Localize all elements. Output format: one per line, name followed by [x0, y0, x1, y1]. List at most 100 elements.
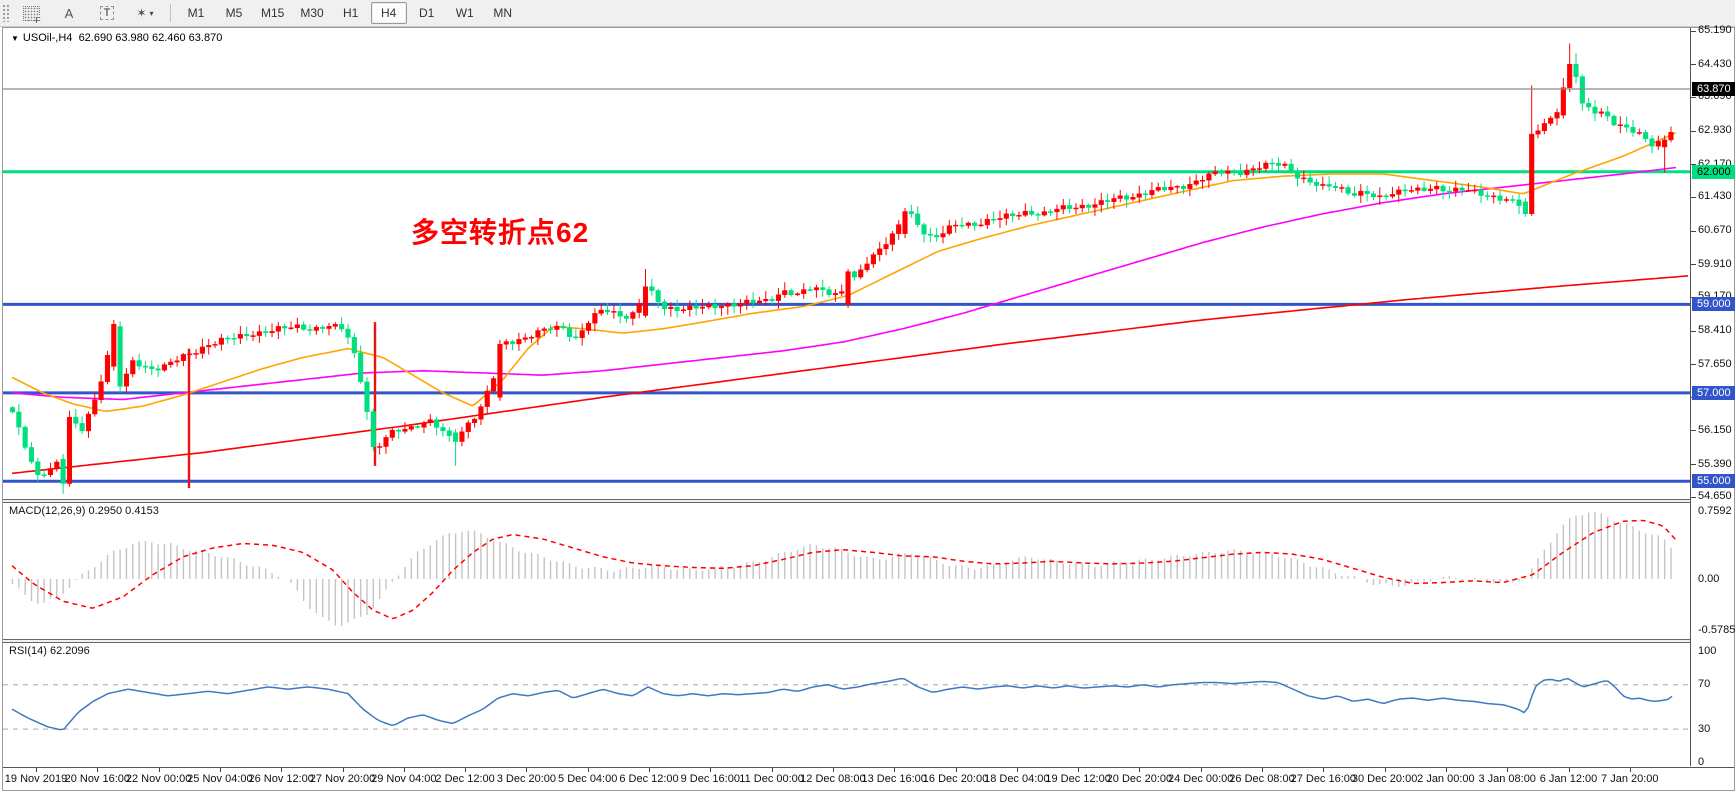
price-level-badge: 63.870: [1692, 82, 1735, 97]
time-tick-label: 26 Nov 12:00: [248, 773, 314, 785]
price-tick-mark: [1691, 464, 1696, 466]
macd-scale-label: 0.7592: [1698, 505, 1732, 518]
styles-tool-button[interactable]: ✶ ▾: [127, 2, 163, 24]
time-tick-mark: [1507, 768, 1509, 772]
timeframe-button-mn[interactable]: MN: [493, 6, 513, 20]
time-tick-label: 3 Jan 08:00: [1478, 773, 1536, 785]
time-tick-mark: [587, 768, 589, 772]
time-tick-label: 18 Dec 04:00: [984, 773, 1050, 785]
time-tick-label: 2 Jan 00:00: [1417, 773, 1475, 785]
timeframe-button-m5[interactable]: M5: [225, 6, 243, 20]
price-tick-mark: [1691, 30, 1696, 32]
price-tick-mark: [1691, 296, 1696, 298]
time-tick-mark: [465, 768, 467, 772]
rsi-panel-chart[interactable]: [3, 641, 1690, 766]
price-tick-label: 64.430: [1698, 57, 1732, 70]
time-tick-mark: [403, 768, 405, 772]
time-tick-label: 27 Dec 16:00: [1290, 773, 1357, 785]
time-tick-mark: [771, 768, 773, 772]
time-tick-label: 9 Dec 16:00: [680, 773, 740, 785]
macd-scale-label: -0.5785: [1698, 623, 1735, 636]
main-price-chart[interactable]: [3, 28, 1690, 501]
timeframe-button-d1[interactable]: D1: [419, 6, 435, 20]
grid-f-tool-button[interactable]: F: [13, 2, 49, 25]
price-level-badge: 57.000: [1692, 385, 1735, 400]
time-tick-label: 5 Dec 04:00: [558, 773, 618, 785]
timeframe-button-w1[interactable]: W1: [455, 6, 474, 20]
time-tick-mark: [1078, 768, 1080, 772]
toolbar-separator: [170, 4, 171, 22]
price-level-badge: 55.000: [1692, 474, 1735, 489]
text-box-tool-button[interactable]: T: [89, 2, 125, 24]
time-tick-mark: [1568, 768, 1570, 772]
toolbar: F A T ✶ ▾ M1 M5 M15 M30 H1 H4 D1 W1 MN: [0, 0, 1735, 27]
time-tick-label: 7 Jan 20:00: [1601, 773, 1659, 785]
time-tick-label: 29 Nov 04:00: [371, 773, 437, 785]
price-tick-label: 57.650: [1698, 357, 1732, 370]
text-box-icon: T: [99, 6, 115, 20]
price-tick-mark: [1691, 130, 1696, 132]
time-tick-label: 6 Jan 12:00: [1539, 773, 1598, 785]
price-tick-mark: [1691, 330, 1696, 332]
price-tick-label: 60.670: [1698, 224, 1732, 237]
price-tick-label: 59.910: [1698, 257, 1732, 270]
timeframe-group: M1 M5 M15 M30 H1 H4 D1 W1 MN: [177, 2, 522, 24]
symbol-label: USOil-,H4: [22, 32, 73, 44]
chart-title: ▼ USOil-,H4 62.690 63.980 62.460 63.870: [11, 32, 222, 44]
price-tick-label: 58.410: [1698, 324, 1732, 336]
timeframe-button-h4[interactable]: H4: [370, 2, 407, 24]
timeframe-button-m1[interactable]: M1: [187, 6, 205, 20]
time-tick-mark: [219, 768, 221, 772]
time-tick-mark: [832, 768, 834, 772]
macd-panel-chart[interactable]: [3, 501, 1690, 639]
price-level-badge: 62.000: [1692, 164, 1735, 179]
price-tick-mark: [1691, 196, 1696, 198]
price-tick-mark: [1691, 264, 1696, 266]
time-tick-label: 27 Nov 20:00: [309, 773, 376, 785]
toolbar-grip-handle[interactable]: [2, 4, 9, 22]
price-tick-mark: [1691, 496, 1696, 498]
price-tick-mark: [1691, 230, 1696, 232]
rsi-scale-label: 70: [1698, 678, 1711, 691]
chart-dropdown-icon[interactable]: ▼: [11, 34, 19, 43]
time-tick-mark: [649, 768, 650, 772]
price-level-badge: 59.000: [1692, 297, 1735, 312]
time-tick-mark: [36, 768, 37, 772]
time-axis[interactable]: 19 Nov 2019 20 Nov 16:00 22 Nov 00:00 25 No…: [3, 767, 1734, 790]
price-tick-label: 54.650: [1698, 490, 1732, 503]
macd-scale-label: 0.00: [1698, 572, 1720, 585]
price-scale[interactable]: 65.190 64.430 63.690 62.930 62.170 61.430 60.6…: [1690, 24, 1735, 768]
time-tick-mark: [97, 768, 99, 772]
time-tick-mark: [1262, 768, 1263, 772]
panel-divider[interactable]: [3, 639, 1734, 643]
panel-divider[interactable]: [3, 499, 1734, 503]
chart-annotation-text[interactable]: 多空转折点62: [411, 217, 590, 248]
time-tick-mark: [281, 768, 283, 772]
time-tick-mark: [1323, 768, 1325, 772]
time-tick-mark: [955, 768, 957, 772]
time-tick-label: 6 Dec 12:00: [619, 773, 679, 785]
time-tick-mark: [1016, 768, 1018, 772]
time-tick-label: 26 Dec 08:00: [1229, 773, 1295, 785]
timeframe-button-h1[interactable]: H1: [343, 6, 359, 20]
chart-window: ▼ USOil-,H4 62.690 63.980 62.460 63.870 多…: [2, 24, 1735, 791]
timeframe-button-m30[interactable]: M30: [300, 6, 324, 20]
price-tick-label: 65.190: [1698, 24, 1732, 37]
text-label-tool-button[interactable]: A: [51, 2, 87, 24]
time-tick-label: 25 Nov 04:00: [187, 773, 253, 785]
rsi-indicator-label: RSI(14) 62.2096: [9, 645, 90, 657]
time-tick-mark: [1384, 768, 1386, 772]
time-tick-mark: [1200, 768, 1202, 772]
price-tick-label: 56.150: [1698, 423, 1732, 436]
time-tick-mark: [1445, 768, 1447, 772]
grid-f-icon: F: [22, 5, 41, 25]
time-tick-label: 19 Nov 2019: [4, 773, 68, 785]
time-tick-label: 30 Dec 20:00: [1351, 773, 1418, 785]
time-tick-mark: [710, 768, 712, 772]
time-tick-label: 20 Dec 20:00: [1106, 773, 1173, 785]
timeframe-button-m15[interactable]: M15: [261, 6, 285, 20]
styles-icon: ✶: [136, 6, 147, 20]
price-tick-mark: [1691, 430, 1696, 432]
time-tick-mark: [342, 768, 344, 772]
